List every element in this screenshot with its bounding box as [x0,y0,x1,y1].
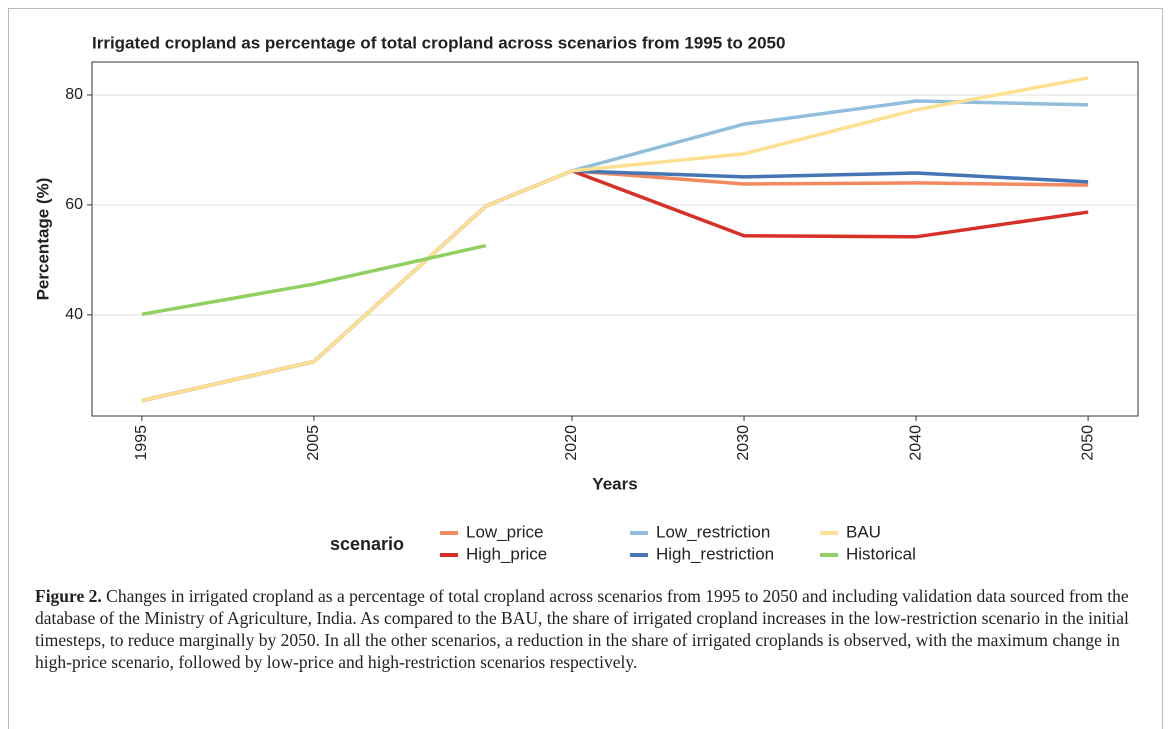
x-tick-label: 2030 [735,425,752,461]
legend-label: High_restriction [656,544,774,563]
legend-label: Low_restriction [656,522,770,541]
caption: Figure 2. Changes in irrigated cropland … [35,585,1150,673]
legend-label: Historical [846,544,916,563]
plot-border [91,61,1139,417]
caption-label: Figure 2. [35,586,102,606]
x-axis-title: Years [592,474,637,493]
chart: Irrigated cropland as percentage of tota… [33,33,1139,563]
x-tick-label: 2050 [1079,425,1096,461]
y-tick-label: 60 [65,196,83,213]
legend-label: High_price [466,544,547,563]
x-tick-label: 2005 [305,425,322,461]
legend-label: Low_price [466,522,544,541]
y-axis-title: Percentage (%) [33,178,52,301]
x-tick-label: 1995 [133,425,150,461]
y-tick-label: 80 [65,86,83,103]
legend-label: BAU [846,522,881,541]
x-tick-label: 2040 [907,425,924,461]
series-line [141,243,487,317]
series-line [141,76,1089,403]
legend-title: scenario [330,534,404,554]
x-tick-label: 2020 [563,425,580,461]
series-line [141,99,1089,403]
y-tick-label: 40 [65,306,83,323]
figure-frame [8,8,1163,729]
caption-text: Changes in irrigated cropland as a perce… [35,586,1129,672]
chart-title: Irrigated cropland as percentage of tota… [92,33,785,52]
